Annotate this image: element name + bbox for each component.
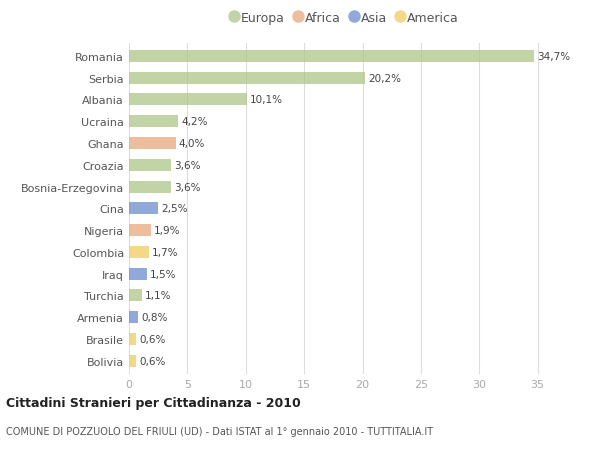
Text: 1,5%: 1,5% (149, 269, 176, 279)
Text: 2,5%: 2,5% (161, 204, 188, 214)
Bar (129, 246, 149, 258)
Bar (129, 203, 158, 215)
Bar (129, 224, 151, 236)
Text: 34,7%: 34,7% (537, 52, 570, 62)
Bar (129, 73, 365, 84)
Text: Cittadini Stranieri per Cittadinanza - 2010: Cittadini Stranieri per Cittadinanza - 2… (6, 396, 301, 409)
Bar (129, 116, 178, 128)
Text: 20,2%: 20,2% (368, 73, 401, 84)
Bar (129, 50, 534, 62)
Text: 10,1%: 10,1% (250, 95, 283, 105)
Bar (129, 355, 136, 367)
Text: COMUNE DI POZZUOLO DEL FRIULI (UD) - Dati ISTAT al 1° gennaio 2010 - TUTTITALIA.: COMUNE DI POZZUOLO DEL FRIULI (UD) - Dat… (6, 426, 433, 436)
Bar (129, 268, 146, 280)
Text: 3,6%: 3,6% (174, 182, 200, 192)
Text: 4,2%: 4,2% (181, 117, 208, 127)
Bar (129, 138, 176, 150)
Bar (129, 290, 142, 302)
Text: 1,9%: 1,9% (154, 225, 181, 235)
Text: 3,6%: 3,6% (174, 160, 200, 170)
Text: 4,0%: 4,0% (179, 139, 205, 149)
Text: 0,6%: 0,6% (139, 334, 165, 344)
Text: 1,7%: 1,7% (152, 247, 178, 257)
Bar (129, 94, 247, 106)
Bar (129, 181, 171, 193)
Bar (129, 312, 139, 324)
Legend: Europa, Africa, Asia, America: Europa, Africa, Asia, America (231, 12, 459, 25)
Text: 0,8%: 0,8% (141, 313, 167, 323)
Bar (129, 333, 136, 345)
Text: 1,1%: 1,1% (145, 291, 171, 301)
Bar (129, 159, 171, 171)
Text: 0,6%: 0,6% (139, 356, 165, 366)
